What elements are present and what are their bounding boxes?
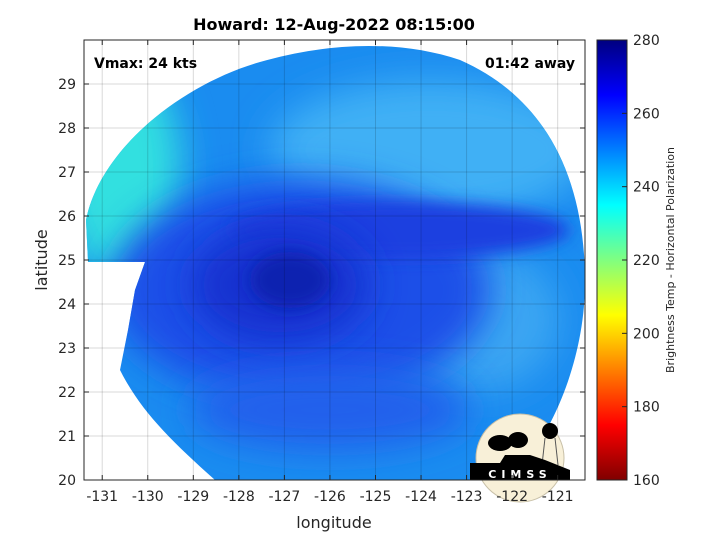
colorbar-tick-label: 160 xyxy=(633,473,660,489)
colorbar-tick-label: 200 xyxy=(633,326,660,342)
y-tick-label: 26 xyxy=(58,209,76,225)
colorbar-label: Brightness Temp - Horizontal Polarizatio… xyxy=(664,147,677,373)
y-tick-label: 27 xyxy=(58,165,76,181)
colorbar: 160 180 200 220 240 260 280 Brightness Temp - … xyxy=(596,33,677,489)
logo-text: CIMSS xyxy=(488,468,551,481)
colorbar-tick-label: 180 xyxy=(633,400,660,416)
y-tick-label: 23 xyxy=(58,341,76,357)
x-axis: -131 -130 -129 -128 -127 -126 -125 -124 -123 -122… xyxy=(86,40,574,505)
colorbar-tick-label: 220 xyxy=(633,253,660,269)
y-axis-label: latitude xyxy=(32,229,51,290)
x-tick-label: -131 xyxy=(86,489,118,505)
colorbar-tick-label: 260 xyxy=(633,106,660,122)
x-tick-label: -122 xyxy=(496,489,528,505)
y-tick-label: 29 xyxy=(58,77,76,93)
time-away-annotation: 01:42 away xyxy=(485,56,575,72)
y-tick-label: 25 xyxy=(58,253,76,269)
grid-lines xyxy=(84,40,585,481)
y-tick-label: 20 xyxy=(58,473,76,489)
y-axis: 20 21 22 23 24 25 26 27 28 29 xyxy=(58,77,585,489)
x-tick-label: -127 xyxy=(269,489,301,505)
y-tick-label: 22 xyxy=(58,385,76,401)
colorbar-tick-label: 240 xyxy=(633,180,660,196)
y-tick-label: 21 xyxy=(58,429,76,445)
x-tick-label: -130 xyxy=(132,489,164,505)
x-axis-label: longitude xyxy=(296,513,371,532)
y-tick-label: 24 xyxy=(58,297,76,313)
x-tick-label: -125 xyxy=(360,489,392,505)
colorbar-tick-label: 280 xyxy=(633,33,660,49)
vmax-annotation: Vmax: 24 kts xyxy=(94,56,197,72)
x-tick-label: -121 xyxy=(542,489,574,505)
x-tick-label: -128 xyxy=(223,489,255,505)
x-tick-label: -124 xyxy=(405,489,437,505)
x-tick-label: -123 xyxy=(451,489,483,505)
chart-title: Howard: 12-Aug-2022 08:15:00 xyxy=(193,15,475,34)
y-tick-label: 28 xyxy=(58,121,76,137)
x-tick-label: -129 xyxy=(177,489,209,505)
x-tick-label: -126 xyxy=(314,489,346,505)
